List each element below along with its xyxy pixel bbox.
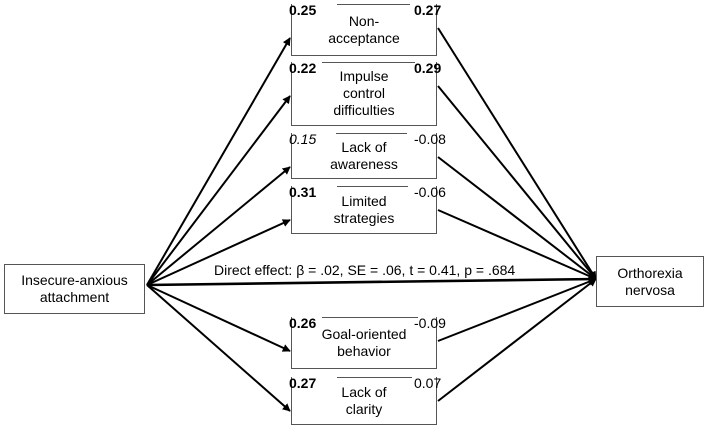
predictor-box: Insecure-anxious attachment xyxy=(4,264,145,314)
mediator-label: Lack of clarity xyxy=(341,383,387,417)
mediator-top-line xyxy=(337,186,408,187)
mediator-box: Lack of clarity xyxy=(291,377,437,425)
b-path-coefficient: 0.29 xyxy=(414,60,442,76)
b-path-coefficient: -0.09 xyxy=(414,315,446,331)
b-path-arrow xyxy=(437,27,597,280)
mediator-label: Impulse control difficulties xyxy=(333,68,395,118)
a-path-arrow xyxy=(146,284,291,412)
a-path-coefficient: 0.22 xyxy=(289,60,317,76)
mediator-top-line xyxy=(336,133,407,134)
a-path-arrow xyxy=(146,95,291,286)
b-path-arrow xyxy=(437,85,597,280)
mediator-box: Limited strategies xyxy=(291,186,437,234)
a-path-coefficient: 0.26 xyxy=(289,315,317,331)
direct-effect-arrow xyxy=(146,275,597,287)
mediator-label: Goal-oriented behavior xyxy=(321,325,407,359)
a-path-arrow xyxy=(146,284,291,352)
a-path-coefficient: 0.25 xyxy=(289,2,317,18)
b-path-arrow xyxy=(437,278,597,402)
mediator-box: Goal-oriented behavior xyxy=(291,317,437,369)
mediator-top-line xyxy=(322,62,415,63)
outcome-label: Orthorexia nervosa xyxy=(617,264,683,298)
a-path-arrow xyxy=(146,166,291,286)
mediator-label: Lack of awareness xyxy=(330,138,398,172)
b-path-coefficient: 0.27 xyxy=(414,2,442,18)
a-path-coefficient: 0.31 xyxy=(289,184,317,200)
direct-effect-label: Direct effect: β = .02, SE = .06, t = 0.… xyxy=(214,262,516,278)
mediator-top-line xyxy=(337,4,410,5)
outcome-box: Orthorexia nervosa xyxy=(596,256,704,307)
mediator-box: Impulse control difficulties xyxy=(291,62,437,126)
mediator-box: Non- acceptance xyxy=(291,4,437,56)
b-path-coefficient: -0.06 xyxy=(414,184,446,200)
mediator-top-line xyxy=(322,317,418,318)
predictor-label: Insecure-anxious attachment xyxy=(21,272,128,305)
mediator-box: Lack of awareness xyxy=(291,133,437,179)
a-path-coefficient: 0.27 xyxy=(289,375,317,391)
a-path-arrow xyxy=(146,37,291,286)
mediator-label: Limited strategies xyxy=(333,192,395,226)
mediator-top-line xyxy=(337,377,412,378)
a-path-arrow xyxy=(146,219,291,286)
mediator-label: Non- acceptance xyxy=(328,12,400,46)
b-path-coefficient: -0.08 xyxy=(414,131,446,147)
a-path-coefficient: 0.15 xyxy=(289,131,317,147)
b-path-coefficient: 0.07 xyxy=(414,375,442,391)
b-path-arrow xyxy=(437,209,597,280)
b-path-arrow xyxy=(437,277,597,342)
b-path-arrow xyxy=(437,156,597,280)
